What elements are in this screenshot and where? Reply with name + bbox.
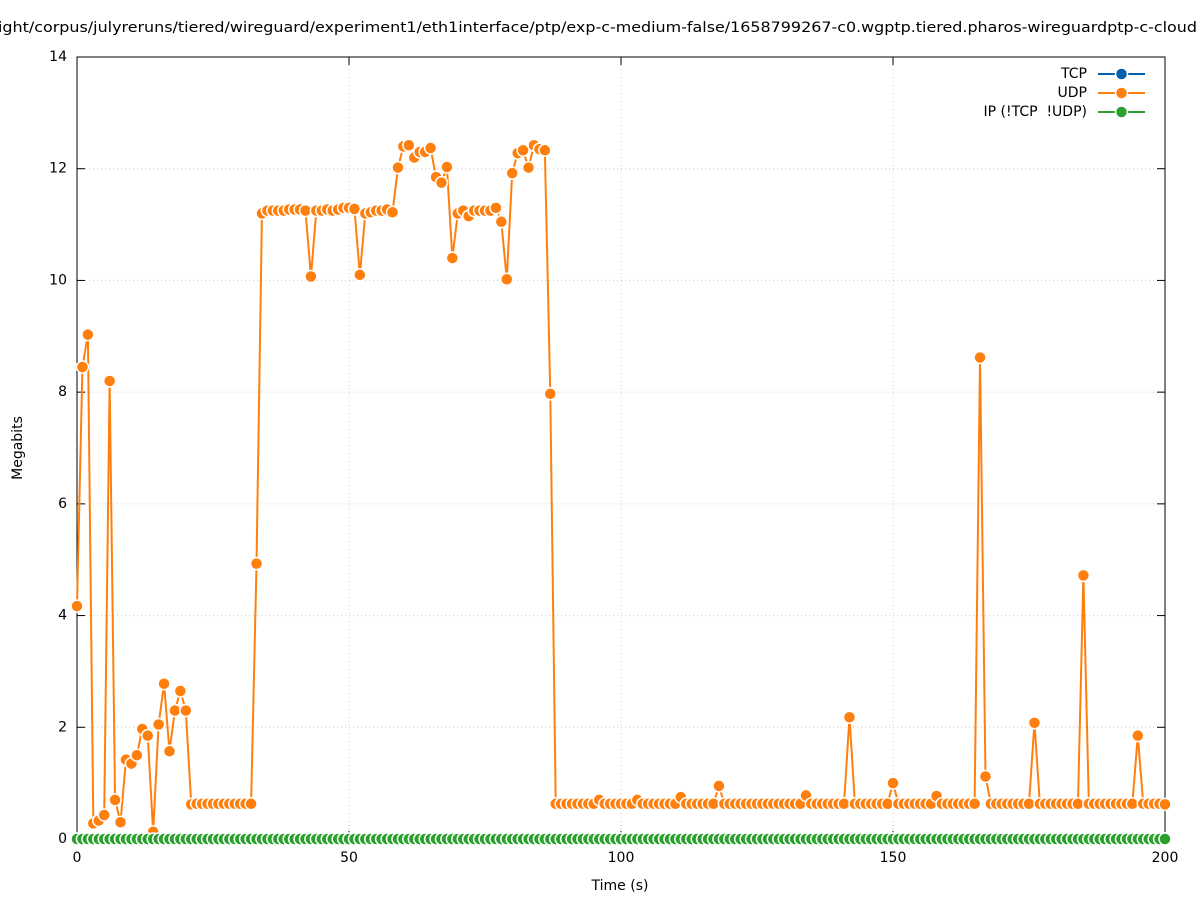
x-tick-label: 0 [73,850,82,866]
series-line [76,143,1166,832]
data-point [1158,797,1172,812]
data-point [130,748,144,762]
legend-label: IP (!TCP !UDP) [984,104,1088,120]
x-axis-label: Time (s) [591,878,649,894]
data-point [385,205,400,220]
data-point [489,201,503,215]
data-point [249,556,264,571]
data-point [543,387,558,401]
chart-title: ight/corpus/julyreruns/tiered/wireguard/… [0,20,1197,36]
data-point [97,808,111,822]
data-point [538,143,552,158]
data-point [102,374,117,388]
data-point [440,160,454,174]
data-point [70,599,84,613]
data-point [113,815,128,829]
data-point [162,744,177,759]
data-point [494,215,509,229]
data-point [500,272,514,287]
legend-swatch [1114,67,1129,81]
data-point [81,327,95,342]
y-tick-label: 4 [58,608,67,624]
legend-swatch [1114,86,1129,100]
x-tick-label: 100 [608,850,635,866]
data-point [151,717,166,732]
y-tick-label: 0 [58,831,67,847]
data-point [516,143,530,158]
data-point [1131,728,1145,743]
data-point [445,251,460,265]
data-point [978,769,993,784]
x-tick-label: 150 [880,850,907,866]
y-tick-label: 2 [58,719,67,735]
y-axis-label: Megabits [10,416,26,480]
data-point [173,684,188,698]
data-point [75,360,90,374]
data-point [402,138,416,153]
data-point [108,793,122,807]
data-point [434,175,449,190]
data-point [244,797,258,811]
legend-label: UDP [1058,85,1087,101]
data-point [967,797,982,811]
data-point [391,160,405,175]
data-point [179,703,193,718]
data-point [157,676,171,691]
data-point [304,269,318,284]
data-point [1158,832,1172,846]
data-point [842,710,857,724]
data-point [140,728,155,743]
data-point [1027,716,1042,730]
data-point [423,141,438,155]
y-tick-label: 12 [49,161,67,177]
x-tick-label: 200 [1152,850,1179,866]
legend-label: TCP [1060,66,1087,82]
data-point [505,166,519,180]
y-tick-label: 10 [49,272,67,288]
data-point [886,776,900,790]
y-tick-label: 8 [58,384,67,400]
legend-swatch [1114,105,1129,119]
y-tick-label: 6 [58,496,67,512]
y-tick-label: 14 [49,49,67,65]
data-point [1076,568,1091,583]
data-point [712,779,726,793]
data-point [521,160,536,175]
data-point [973,350,987,365]
data-point [353,268,367,282]
x-tick-label: 50 [340,850,358,866]
